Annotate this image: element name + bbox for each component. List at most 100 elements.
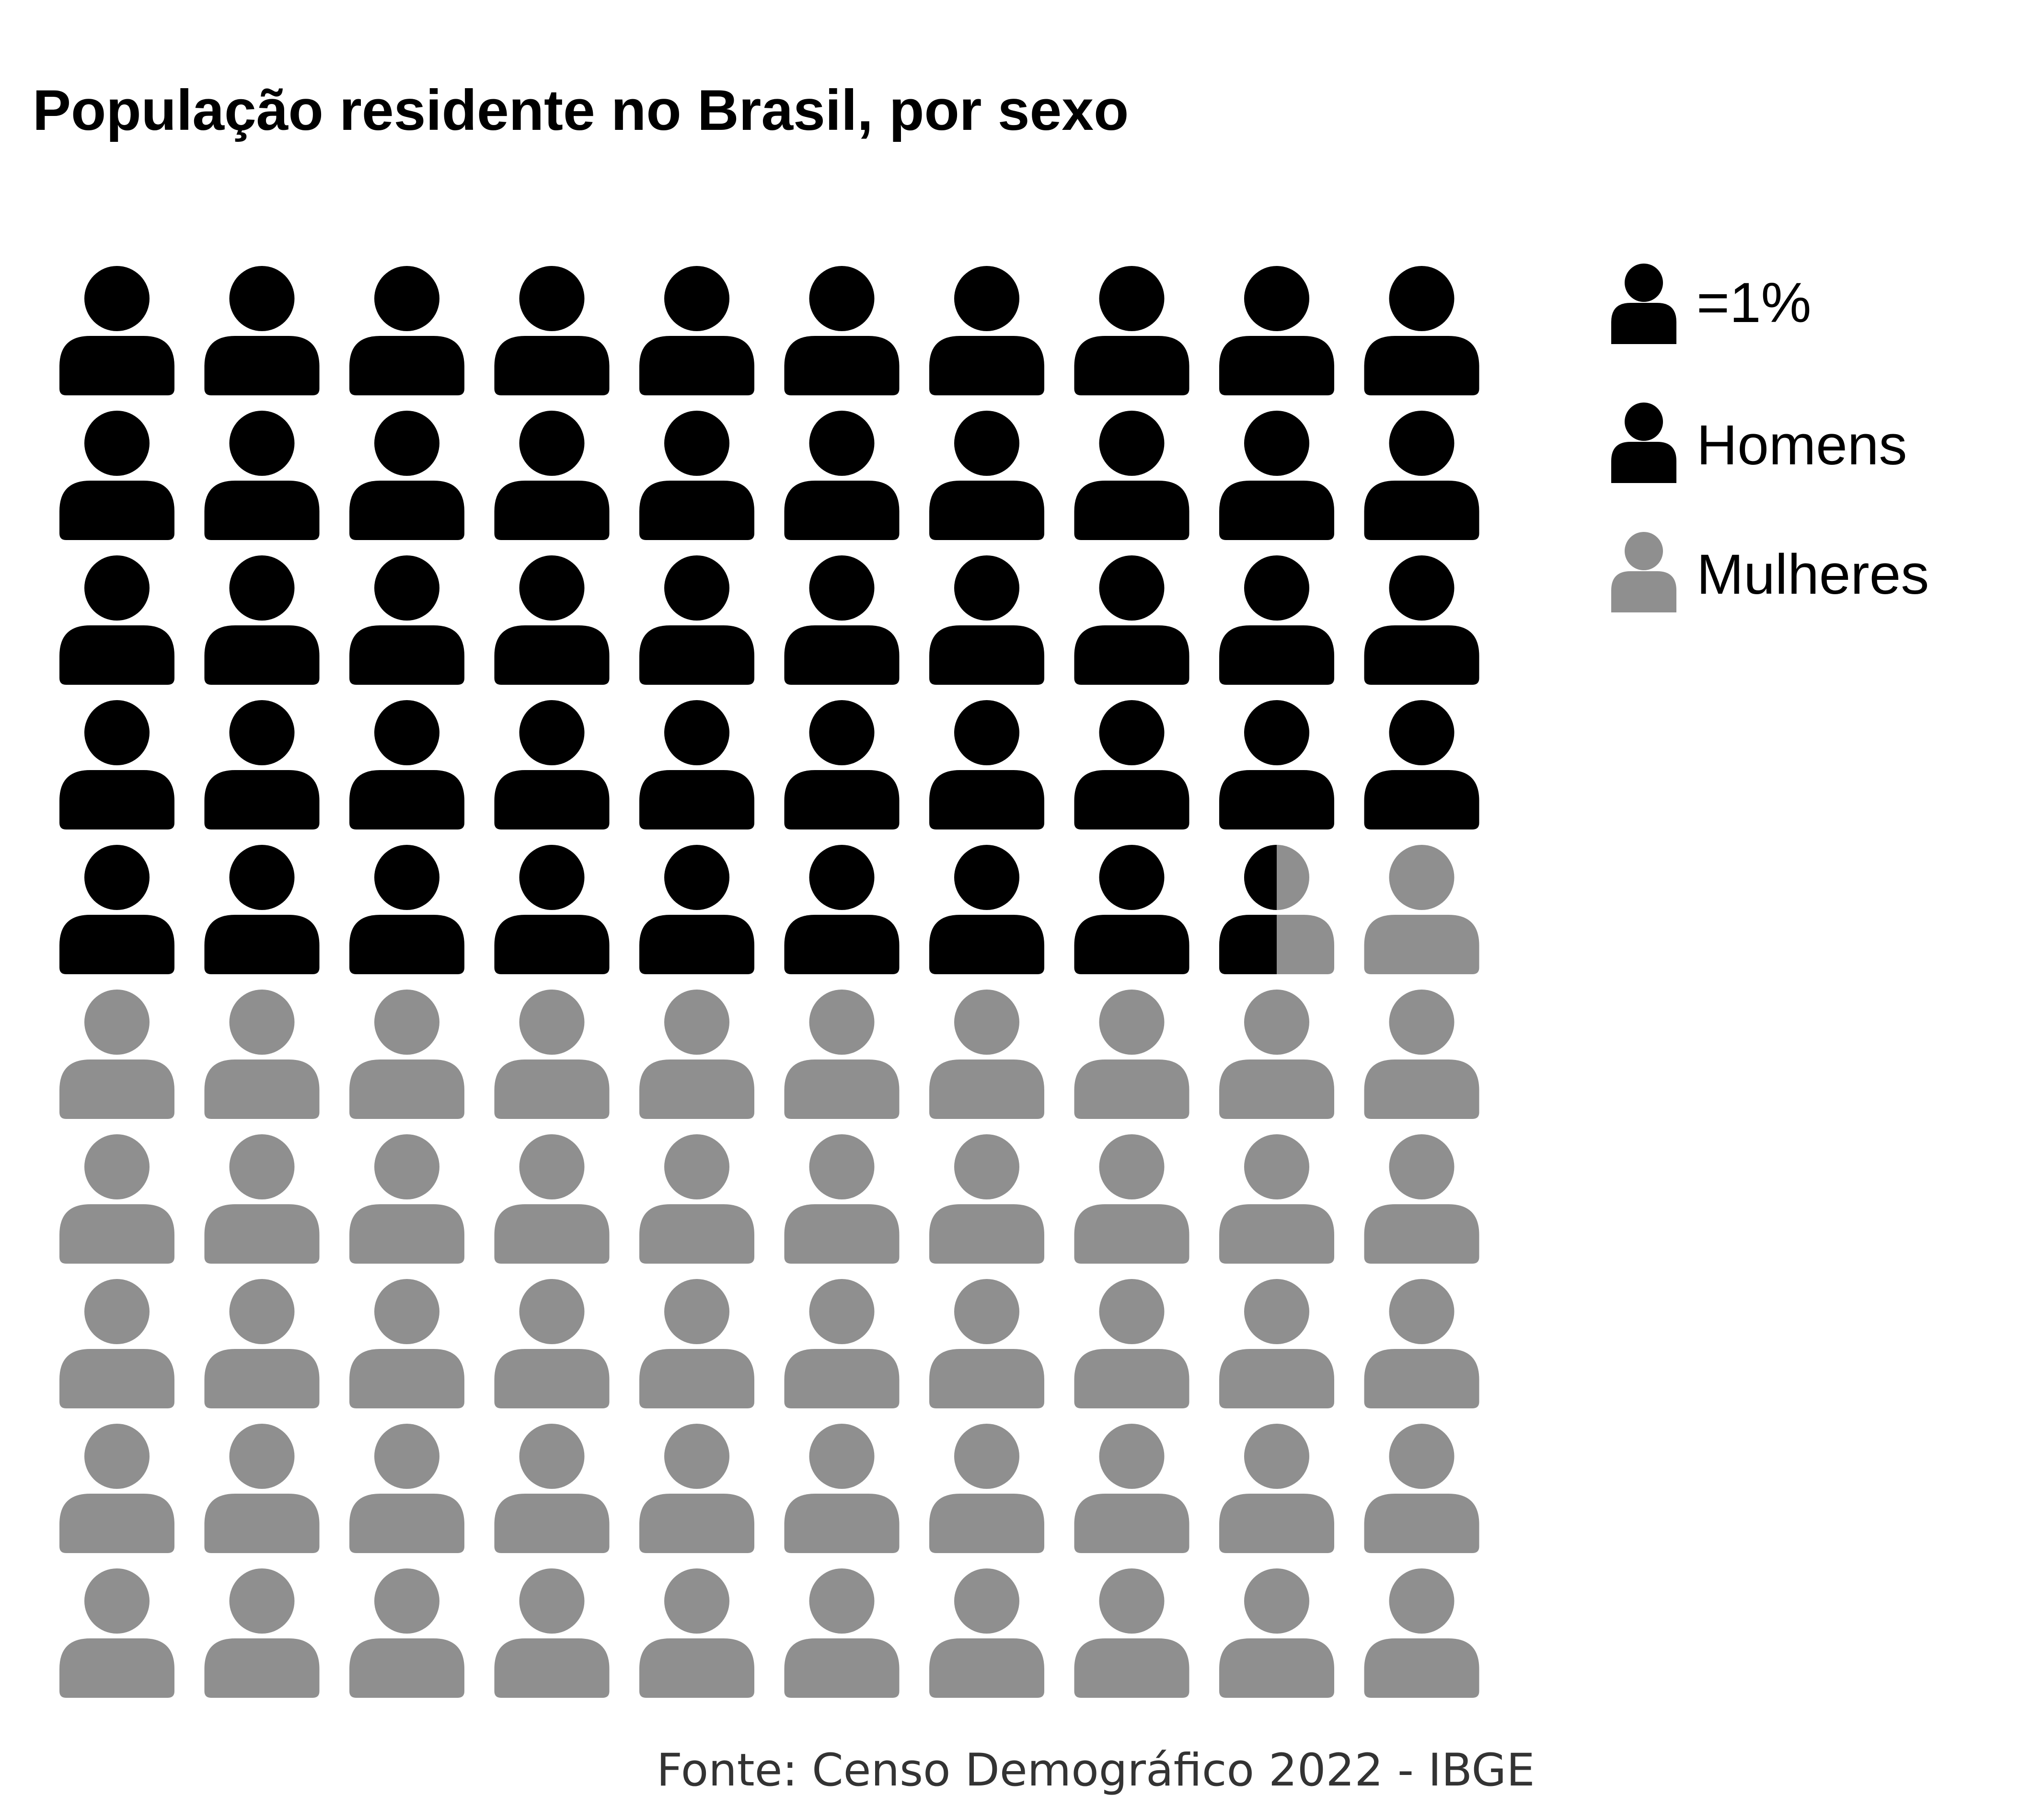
person-icon <box>1611 264 1676 344</box>
waffle-icon-homens <box>349 555 464 685</box>
waffle-icon-mulheres <box>1364 1134 1479 1264</box>
waffle-icon-homens <box>639 845 754 974</box>
waffle-icon-mulheres <box>784 1279 900 1408</box>
waffle-icon-homens <box>349 845 464 974</box>
waffle-icon-homens <box>929 411 1044 540</box>
waffle-icon-mulheres <box>204 990 320 1119</box>
waffle-icon-homens <box>494 266 610 395</box>
waffle-icon-mulheres <box>929 1279 1044 1408</box>
waffle-icon-mulheres <box>494 1568 610 1698</box>
chart-title: População residente no Brasil, por sexo <box>33 78 1129 142</box>
waffle-icon-homens <box>1364 555 1479 685</box>
waffle-icon-mulheres <box>639 1134 754 1264</box>
waffle-icon-homens <box>59 266 174 395</box>
legend-swatch-mulheres-head <box>1625 532 1663 570</box>
source-note: Fonte: Censo Demográfico 2022 - IBGE <box>657 1744 1535 1797</box>
waffle-icon-homens <box>929 700 1044 829</box>
waffle-icon-homens <box>639 555 754 685</box>
person-icon <box>1611 403 1676 483</box>
waffle-icon-mulheres <box>1074 990 1189 1119</box>
waffle-icon-homens <box>349 411 464 540</box>
waffle-icon-mulheres <box>349 1568 464 1698</box>
waffle-icon-mulheres <box>639 1424 754 1553</box>
waffle-icon-homens <box>1074 555 1189 685</box>
waffle-icon-mulheres <box>59 1424 174 1553</box>
waffle-icon-homens <box>784 266 900 395</box>
waffle-icon-split-homens-part <box>1219 845 1277 974</box>
waffle-icon-mulheres <box>1074 1134 1189 1264</box>
waffle-icon-homens <box>929 266 1044 395</box>
waffle-icon-mulheres <box>639 990 754 1119</box>
waffle-icon-homens <box>784 555 900 685</box>
waffle-icon-homens <box>494 700 610 829</box>
waffle-icon-mulheres <box>1074 1568 1189 1698</box>
waffle-icon-homens <box>59 555 174 685</box>
waffle-icon-homens <box>1364 411 1479 540</box>
waffle-icon-homens <box>784 411 900 540</box>
waffle-icon-homens <box>929 555 1044 685</box>
waffle-icon-mulheres <box>494 1424 610 1553</box>
waffle-icon-homens <box>1219 266 1334 395</box>
waffle-icon-mulheres <box>784 990 900 1119</box>
waffle-icon-homens <box>1219 411 1334 540</box>
waffle-icon-mulheres <box>1219 1279 1334 1408</box>
waffle-icon-homens <box>59 700 174 829</box>
waffle-icon-mulheres <box>929 990 1044 1119</box>
waffle-icon-mulheres <box>204 1568 320 1698</box>
legend-label-homens: Homens <box>1697 414 1907 477</box>
waffle-icon-homens <box>1074 411 1189 540</box>
waffle-icon-mulheres <box>494 1279 610 1408</box>
waffle-icon-mulheres <box>494 1134 610 1264</box>
waffle-icon-homens <box>494 555 610 685</box>
waffle-icon-homens <box>1219 700 1334 829</box>
waffle-icon-mulheres <box>1364 845 1479 974</box>
waffle-icon-mulheres <box>1364 1424 1479 1553</box>
waffle-icon-mulheres <box>784 1568 900 1698</box>
waffle-icon-homens <box>929 845 1044 974</box>
waffle-grid <box>59 266 1479 1698</box>
legend-swatch-mulheres-body <box>1611 571 1676 612</box>
waffle-icon-mulheres <box>1364 990 1479 1119</box>
waffle-icon-mulheres <box>1074 1279 1189 1408</box>
waffle-icon-homens <box>1364 266 1479 395</box>
waffle-icon-mulheres <box>204 1279 320 1408</box>
waffle-icon-homens <box>204 845 320 974</box>
waffle-icon-homens <box>204 266 320 395</box>
legend-label-unit: =1% <box>1697 271 1812 334</box>
waffle-icon-homens <box>494 845 610 974</box>
waffle-icon-homens <box>639 266 754 395</box>
waffle-icon-homens <box>204 555 320 685</box>
waffle-icon-homens <box>784 700 900 829</box>
person-icon <box>1611 532 1676 612</box>
waffle-icon-mulheres <box>204 1424 320 1553</box>
waffle-icon-mulheres <box>1364 1279 1479 1408</box>
waffle-icon-homens <box>494 411 610 540</box>
waffle-icon-homens <box>349 266 464 395</box>
waffle-icon-mulheres <box>929 1134 1044 1264</box>
waffle-icon-mulheres <box>1219 1424 1334 1553</box>
legend-swatch-homens-head <box>1625 403 1663 441</box>
waffle-icon-homens <box>349 700 464 829</box>
waffle-icon-mulheres <box>59 990 174 1119</box>
legend-label-mulheres: Mulheres <box>1697 543 1929 606</box>
waffle-icon-mulheres <box>784 1134 900 1264</box>
waffle-icon-homens <box>1074 700 1189 829</box>
waffle-icon-mulheres <box>639 1568 754 1698</box>
waffle-icon-mulheres <box>1219 1134 1334 1264</box>
waffle-icon-homens <box>784 845 900 974</box>
waffle-icon-mulheres <box>784 1424 900 1553</box>
waffle-icon-mulheres <box>1364 1568 1479 1698</box>
waffle-icon-mulheres <box>349 1134 464 1264</box>
waffle-icon-homens <box>204 411 320 540</box>
waffle-icon-homens <box>59 845 174 974</box>
waffle-icon-homens <box>1364 700 1479 829</box>
waffle-icon-homens <box>59 411 174 540</box>
legend-swatch-homens-body <box>1611 442 1676 483</box>
waffle-icon-homens <box>1074 845 1189 974</box>
waffle-icon-homens <box>204 700 320 829</box>
waffle-icon-mulheres <box>1219 1568 1334 1698</box>
waffle-icon-mulheres <box>494 990 610 1119</box>
waffle-icon-mulheres <box>349 1279 464 1408</box>
waffle-icon-mulheres <box>349 990 464 1119</box>
waffle-icon-split <box>1219 845 1334 974</box>
